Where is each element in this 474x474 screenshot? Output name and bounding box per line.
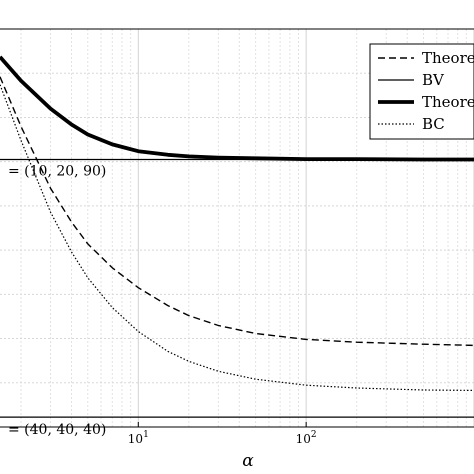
x-tick-label-1: 102 — [296, 430, 317, 446]
x-tick-label-0: 101 — [128, 430, 149, 446]
x-tick-group: 101 102 — [128, 422, 317, 446]
legend-label-1: BV — [422, 71, 445, 89]
annotation-group: = (10, 20, 90) = (40, 40, 40) — [8, 163, 106, 438]
legend-label-3: BC — [422, 115, 445, 133]
plot-frame — [0, 28, 474, 428]
series-line-dotted-2 — [0, 84, 474, 391]
series-line-dashed-1 — [0, 76, 474, 347]
annotation-label-0: = (10, 20, 90) — [8, 163, 106, 179]
legend-label-0: Theore — [422, 49, 474, 67]
legend: Theore BV Theore BC — [369, 43, 474, 140]
legend-label-2: Theore — [422, 93, 474, 111]
annotation-label-1: = (40, 40, 40) — [8, 422, 106, 438]
series-group — [0, 55, 474, 418]
x-axis-label: α — [242, 451, 254, 471]
legend-box — [369, 43, 474, 140]
